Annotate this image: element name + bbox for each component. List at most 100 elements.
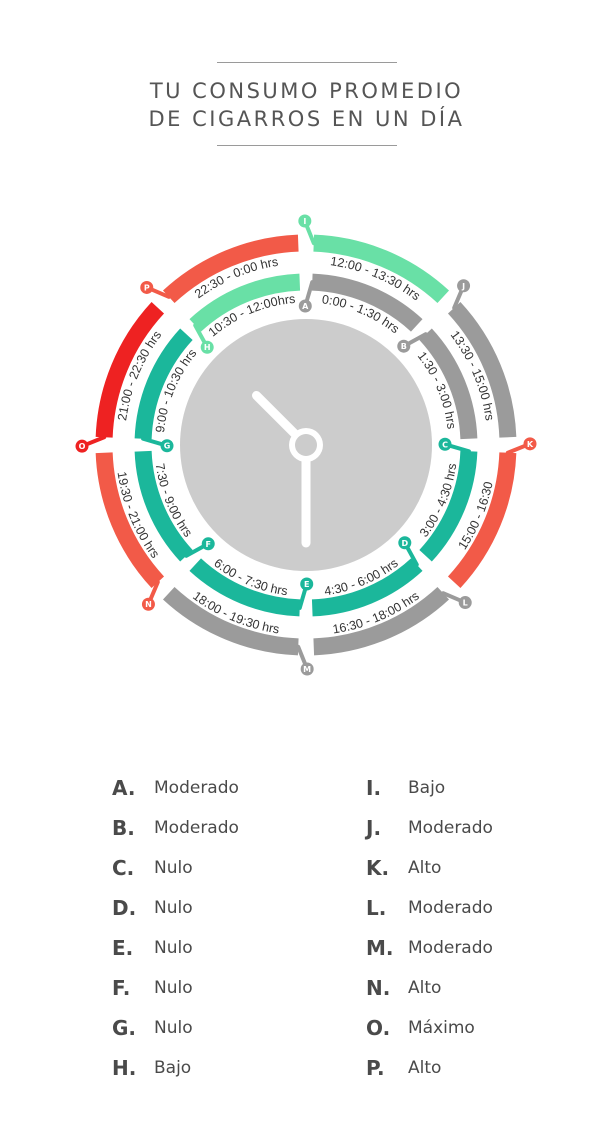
marker-b — [397, 339, 411, 353]
legend-level: Nulo — [154, 978, 193, 998]
legend-level: Moderado — [408, 898, 493, 918]
marker-d — [398, 536, 412, 550]
marker-k — [523, 437, 537, 451]
legend-row: F. Nulo — [112, 968, 239, 1008]
title-line-1: TU CONSUMO PROMEDIO — [149, 79, 464, 103]
legend-level: Nulo — [154, 858, 193, 878]
segment-b — [419, 328, 478, 440]
marker-p-letter: P — [144, 283, 150, 292]
marker-m-letter: M — [303, 665, 311, 674]
marker-k-letter: K — [527, 440, 534, 449]
segment-m — [162, 586, 299, 656]
marker-f-letter: F — [205, 540, 210, 549]
legend-letter: F. — [112, 976, 131, 1000]
legend-letter: B. — [112, 816, 135, 840]
legend-letter: I. — [366, 776, 382, 800]
marker-i-letter: I — [303, 217, 306, 226]
segment-h — [189, 273, 301, 332]
marker-h — [200, 340, 214, 354]
marker-j — [457, 279, 471, 293]
marker-c-letter: C — [442, 440, 448, 449]
marker-n-letter: N — [145, 600, 152, 609]
legend-letter: A. — [112, 776, 136, 800]
marker-l-letter: L — [463, 599, 468, 608]
marker-h-letter: H — [204, 343, 211, 352]
segment-a — [311, 273, 423, 332]
legend-row: N. Alto — [366, 968, 493, 1008]
legend-column-right: I. Bajo J. Moderado K. Alto L. Moderado M. Modera… — [366, 768, 493, 1088]
legend-letter: O. — [366, 1016, 391, 1040]
legend-level: Alto — [408, 978, 442, 998]
bottom-divider — [216, 145, 397, 146]
legend-letter: J. — [366, 816, 382, 840]
legend-letter: D. — [112, 896, 137, 920]
legend-row: E. Nulo — [112, 928, 239, 968]
legend-level: Nulo — [154, 938, 193, 958]
legend-row: J. Moderado — [366, 808, 493, 848]
legend-row: G. Nulo — [112, 1008, 239, 1048]
marker-a — [298, 299, 312, 313]
legend-level: Moderado — [154, 778, 239, 798]
legend-level: Moderado — [408, 938, 493, 958]
title-line-2: DE CIGARROS EN UN DÍA — [148, 107, 465, 131]
legend-row: L. Moderado — [366, 888, 493, 928]
legend-level: Bajo — [408, 778, 446, 798]
legend-level: Bajo — [154, 1058, 192, 1078]
segment-i — [313, 234, 450, 304]
segment-c — [419, 450, 478, 562]
marker-f — [201, 537, 215, 551]
legend-letter: H. — [112, 1056, 137, 1080]
legend-row: A. Moderado — [112, 768, 239, 808]
legend-level: Moderado — [408, 818, 493, 838]
marker-e — [300, 577, 314, 591]
marker-a-letter: A — [302, 302, 309, 311]
legend-level: Moderado — [154, 818, 239, 838]
marker-c — [438, 437, 452, 451]
legend-letter: N. — [366, 976, 391, 1000]
segment-k — [447, 452, 517, 589]
marker-o-letter: O — [79, 442, 86, 451]
legend-row: C. Nulo — [112, 848, 239, 888]
page-title: TU CONSUMO PROMEDIO DE CIGARROS EN UN DÍ… — [0, 77, 613, 133]
marker-g — [160, 439, 174, 453]
segment-l — [313, 586, 450, 656]
marker-i — [298, 214, 312, 228]
legend-level: Nulo — [154, 898, 193, 918]
legend-row: P. Alto — [366, 1048, 493, 1088]
markers-layer: A B C D E F G H I J K L M N O P — [75, 214, 537, 676]
legend-letter: M. — [366, 936, 394, 960]
legend-row: O. Máximo — [366, 1008, 493, 1048]
legend-level: Alto — [408, 858, 442, 878]
legend-level: Máximo — [408, 1018, 475, 1038]
marker-g-letter: G — [164, 442, 171, 451]
segment-j — [447, 301, 517, 438]
page-header: TU CONSUMO PROMEDIO DE CIGARROS EN UN DÍ… — [0, 62, 613, 146]
legend-column-left: A. Moderado B. Moderado C. Nulo D. Nulo E. Nulo F.… — [112, 768, 239, 1088]
legend-row: D. Nulo — [112, 888, 239, 928]
legend-letter: K. — [366, 856, 390, 880]
legend-letter: P. — [366, 1056, 385, 1080]
segment-d — [311, 558, 423, 617]
clock-face — [180, 319, 432, 571]
legend-letter: L. — [366, 896, 387, 920]
legend-level: Alto — [408, 1058, 442, 1078]
marker-l — [458, 596, 472, 610]
segment-e — [189, 558, 301, 617]
marker-j-letter: J — [461, 282, 465, 291]
legend-row: I. Bajo — [366, 768, 493, 808]
marker-p — [140, 280, 154, 294]
marker-n — [141, 597, 155, 611]
segment-n — [95, 452, 165, 589]
marker-b-letter: B — [401, 342, 407, 351]
marker-e-letter: E — [304, 580, 309, 589]
legend-level: Nulo — [154, 1018, 193, 1038]
legend-letter: C. — [112, 856, 135, 880]
legend-letter: G. — [112, 1016, 137, 1040]
segment-g — [134, 328, 193, 440]
top-divider — [216, 62, 397, 63]
segment-o — [95, 301, 165, 438]
segment-f — [134, 450, 193, 562]
marker-d-letter: D — [401, 539, 408, 548]
